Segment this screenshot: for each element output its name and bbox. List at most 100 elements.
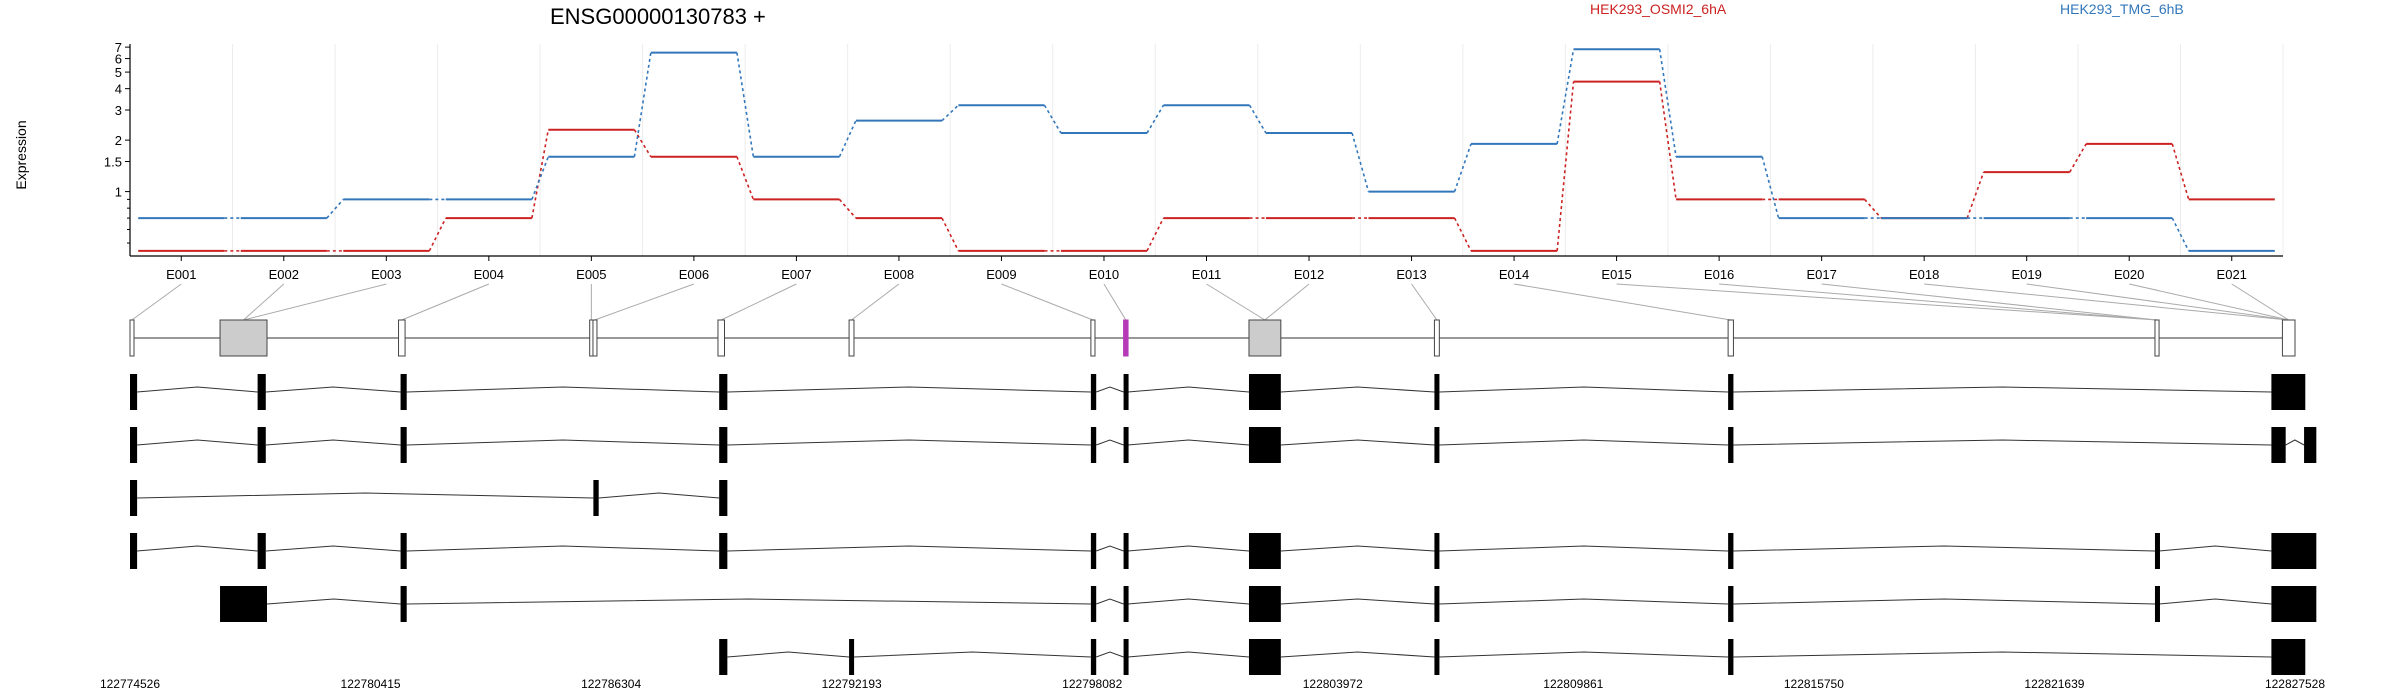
- series-connector: [1248, 104, 1267, 134]
- transcript-exon: [1090, 533, 1097, 569]
- series-connector: [838, 120, 857, 158]
- genomic-coordinate-label: 122786304: [581, 677, 641, 691]
- series-connector: [326, 198, 344, 219]
- transcript-exon: [719, 533, 728, 569]
- exon-connector: [131, 283, 182, 321]
- series-connector: [1453, 217, 1472, 252]
- transcript-exon: [1728, 533, 1734, 569]
- intron-line: [727, 439, 1091, 446]
- transcript-exon: [1248, 586, 1281, 622]
- transcript-exon: [1123, 374, 1129, 410]
- intron-line: [1096, 598, 1124, 605]
- intron-line: [137, 545, 258, 552]
- transcript-exon: [130, 480, 138, 516]
- transcript-exon: [1090, 374, 1097, 410]
- series-connector: [1966, 171, 1985, 219]
- y-axis-label: Expression: [13, 120, 29, 189]
- intron-line: [2159, 545, 2272, 552]
- series-connector: [1453, 143, 1472, 192]
- x-tick-label: E006: [679, 267, 709, 282]
- series-connector: [428, 217, 447, 252]
- y-tick-label: 5: [115, 65, 122, 80]
- series-connector: [1146, 217, 1165, 252]
- transcript-exon: [400, 427, 407, 463]
- intron-line: [265, 386, 401, 393]
- plot-series: [138, 48, 2275, 252]
- intron-line: [137, 492, 594, 499]
- exon-box: [1433, 319, 1440, 357]
- intron-line: [1280, 598, 1435, 605]
- genomic-coordinate-label: 122815750: [1784, 677, 1844, 691]
- intron-line: [1733, 651, 2272, 658]
- intron-line: [1280, 386, 1435, 393]
- exon-connector: [1264, 283, 1310, 321]
- transcript-exon: [1728, 374, 1734, 410]
- genomic-coordinate-label: 122803972: [1303, 677, 1363, 691]
- intron-line: [1128, 386, 1250, 393]
- series-connector: [1146, 104, 1165, 134]
- exon-connector: [1821, 283, 2158, 321]
- intron-line: [598, 492, 720, 499]
- intron-line: [406, 386, 720, 393]
- x-tick-label: E017: [1806, 267, 1836, 282]
- transcript-exon: [719, 427, 728, 463]
- intron-line: [1733, 439, 2272, 446]
- intron-line: [1128, 439, 1250, 446]
- exon-box: [2154, 319, 2160, 357]
- x-tick-label: E010: [1089, 267, 1119, 282]
- y-tick-label: 4: [115, 82, 122, 97]
- series-connector: [1556, 81, 1575, 251]
- intron-line: [137, 386, 258, 393]
- transcript-exon: [1248, 533, 1281, 569]
- transcript-exon: [2154, 586, 2160, 622]
- intron-line: [1439, 386, 1729, 393]
- intron-line: [2159, 598, 2272, 605]
- x-tick-label: E015: [1601, 267, 1631, 282]
- transcript-exon: [2271, 533, 2317, 569]
- transcript-exon: [1728, 639, 1734, 675]
- transcript-exon: [400, 533, 407, 569]
- transcript-exon: [130, 374, 138, 410]
- exon-connector: [1411, 283, 1438, 321]
- transcript-exon: [400, 374, 407, 410]
- intron-line: [1096, 386, 1124, 393]
- x-tick-label: E014: [1499, 267, 1529, 282]
- transcript-exon: [1248, 374, 1281, 410]
- intron-line: [1733, 386, 2272, 393]
- x-tick-label: E001: [166, 267, 196, 282]
- chart-title: ENSG00000130783 +: [550, 4, 766, 29]
- genomic-coordinate-label: 122809861: [1543, 677, 1603, 691]
- transcript-exon: [2271, 427, 2286, 463]
- y-tick-label: 3: [115, 103, 122, 118]
- intron-line: [406, 598, 1091, 605]
- exon-box: [848, 319, 855, 357]
- intron-line: [727, 545, 1091, 552]
- x-tick-label: E007: [781, 267, 811, 282]
- exon-connector: [594, 283, 695, 321]
- exon-connector: [1001, 283, 1094, 321]
- transcript-exon: [1728, 586, 1734, 622]
- series-connector: [1043, 104, 1062, 134]
- transcript-exon: [2271, 586, 2317, 622]
- exon-connector: [1719, 283, 2158, 321]
- series-connector: [2171, 143, 2190, 200]
- x-tick-label: E002: [269, 267, 299, 282]
- series-connector: [531, 129, 550, 219]
- genomic-coordinate-axis: 122774526 122780415 122786304 122792193 1227…: [100, 677, 2325, 691]
- x-tick-label: E003: [371, 267, 401, 282]
- exon-connector-lines: [131, 283, 2289, 321]
- series-connector: [1658, 49, 1677, 157]
- transcript-exon: [1728, 427, 1734, 463]
- exon-box: [1727, 319, 1734, 357]
- genomic-coordinate-label: 122774526: [100, 677, 160, 691]
- exon-box: [219, 319, 268, 357]
- exon-box: [717, 319, 725, 357]
- exon-connector: [2026, 283, 2289, 321]
- y-tick-label: 1.5: [104, 154, 122, 169]
- x-tick-label: E019: [2012, 267, 2042, 282]
- transcript-exon: [1248, 427, 1281, 463]
- intron-line: [1439, 651, 1729, 658]
- series-connector: [736, 156, 755, 200]
- series-connector: [838, 198, 857, 219]
